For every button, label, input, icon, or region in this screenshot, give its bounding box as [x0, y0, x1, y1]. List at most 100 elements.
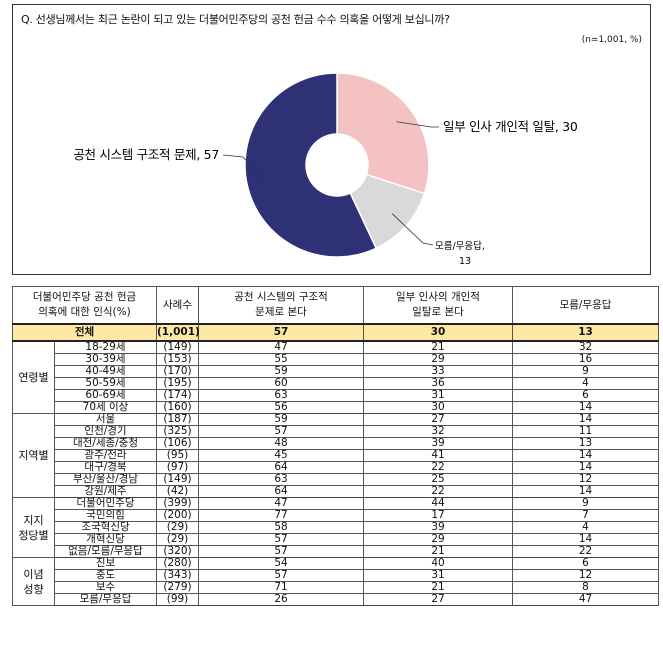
- table-row: 인천/경기 (325) 57 32 11: [13, 425, 659, 438]
- value-col1: 64: [198, 461, 364, 474]
- value-col2: 39: [363, 437, 513, 450]
- table-row: 60-69세 (174) 63 31 6: [13, 389, 659, 402]
- value-col1: 60: [198, 377, 364, 390]
- value-col1: 71: [198, 581, 364, 594]
- value-col3: 4: [512, 521, 659, 534]
- header-col1: 공천 시스템의 구조적 문제로 본다: [198, 286, 364, 325]
- table-row: 개혁신당 (29) 57 29 14: [13, 533, 659, 546]
- header-n: 사례수: [156, 286, 199, 325]
- value-col3: 7: [512, 509, 659, 522]
- value-col3: 6: [512, 389, 659, 402]
- value-col3: 12: [512, 569, 659, 582]
- value-col1: 63: [198, 473, 364, 486]
- table-row: 40-49세 (170) 59 33 9: [13, 365, 659, 378]
- value-col3: 8: [512, 581, 659, 594]
- header-group-line1: 더불어민주당 공천 헌금: [32, 291, 137, 303]
- value-col2: 32: [363, 425, 513, 438]
- leader-line-no-answer: [391, 213, 434, 246]
- value-col3: 14: [512, 449, 659, 462]
- group-label: 지지 정당별: [12, 497, 55, 558]
- value-col2: 21: [363, 545, 513, 558]
- value-col3: 11: [512, 425, 659, 438]
- table-row: 없음/모름/무응답 (320) 57 21 22: [13, 545, 659, 558]
- value-col3: 14: [512, 413, 659, 426]
- value-col2: 22: [363, 485, 513, 498]
- value-col3: 14: [512, 401, 659, 414]
- slice-label-no-answer-line1: 모름/무응답,: [435, 240, 485, 252]
- category-cell: 조국혁신당: [54, 521, 157, 534]
- value-col2: 33: [363, 365, 513, 378]
- n-cell: (149): [156, 340, 199, 354]
- n-cell: (97): [156, 461, 199, 474]
- leader-line-structural: [222, 154, 266, 182]
- value-col1: 55: [198, 353, 364, 366]
- n-cell: (106): [156, 437, 199, 450]
- n-cell: (29): [156, 533, 199, 546]
- value-col3: 9: [512, 497, 659, 510]
- table-row: 부산/울산/경남 (149) 63 25 12: [13, 473, 659, 486]
- value-col2: 41: [363, 449, 513, 462]
- header-col3: 모름/무응답: [512, 286, 659, 325]
- table-header-row: 더불어민주당 공천 헌금 의혹에 대한 인식(%) 사례수 공천 시스템의 구조…: [12, 286, 659, 325]
- n-cell: (160): [156, 401, 199, 414]
- category-cell: 보수: [54, 581, 157, 594]
- slice-personal-deviation: [336, 72, 430, 195]
- value-col1: 59: [198, 365, 364, 378]
- total-n: (1,001): [156, 323, 200, 342]
- n-cell: (187): [156, 413, 199, 426]
- value-col3: 4: [512, 377, 659, 390]
- total-row: 전체 (1,001) 57 30 13: [12, 323, 659, 342]
- table-row: 50-59세 (195) 60 36 4: [13, 377, 659, 390]
- category-cell: 30-39세: [54, 353, 157, 366]
- category-cell: 없음/모름/무응답: [54, 545, 157, 558]
- table-row: 보수 (279) 71 21 8: [13, 581, 659, 594]
- value-col2: 17: [363, 509, 513, 522]
- value-col2: 27: [363, 593, 513, 606]
- value-col1: 45: [198, 449, 364, 462]
- n-cell: (153): [156, 353, 199, 366]
- value-col1: 63: [198, 389, 364, 402]
- category-cell: 18-29세: [54, 340, 157, 354]
- group-label-line1: 연령별: [18, 371, 49, 384]
- category-cell: 40-49세: [54, 365, 157, 378]
- value-col2: 31: [363, 569, 513, 582]
- total-v1: 57: [198, 323, 364, 342]
- chart-panel: Q. 선생님께서는 최근 논란이 되고 있는 더불어민주당의 공천 헌금 수수 …: [12, 4, 651, 275]
- value-col1: 57: [198, 425, 364, 438]
- header-col2-line2: 일탈로 본다: [412, 306, 464, 318]
- n-cell: (149): [156, 473, 199, 486]
- category-cell: 70세 이상: [54, 401, 157, 414]
- category-cell: 광주/전라: [54, 449, 157, 462]
- value-col3: 14: [512, 485, 659, 498]
- n-cell: (343): [156, 569, 199, 582]
- total-v3: 13: [512, 323, 659, 342]
- category-cell: 모름/무응답: [54, 593, 157, 606]
- slice-label-personal: 일부 인사 개인적 일탈, 30: [443, 119, 578, 134]
- category-cell: 서울: [54, 413, 157, 426]
- category-cell: 대구/경북: [54, 461, 157, 474]
- n-cell: (174): [156, 389, 199, 402]
- value-col3: 22: [512, 545, 659, 558]
- table-row: 연령별 18-29세 (149) 47 21 32: [12, 340, 659, 414]
- group-label: 지역별: [12, 413, 55, 498]
- table-row: 지역별 서울 (187) 59 27 14: [12, 413, 659, 498]
- value-col2: 40: [363, 557, 513, 570]
- group-label-line1: 이념: [23, 567, 44, 581]
- value-col2: 31: [363, 389, 513, 402]
- value-col2: 29: [363, 353, 513, 366]
- n-cell: (195): [156, 377, 199, 390]
- header-group: 더불어민주당 공천 헌금 의혹에 대한 인식(%): [12, 286, 157, 325]
- value-col1: 47: [198, 497, 364, 510]
- category-cell: 국민의힘: [54, 509, 157, 522]
- table-row: 국민의힘 (200) 77 17 7: [13, 509, 659, 522]
- value-col1: 26: [198, 593, 364, 606]
- slice-label-no-answer-line2: 13: [459, 256, 471, 267]
- group-label-line1: 지지: [23, 513, 44, 527]
- value-col1: 56: [198, 401, 364, 414]
- table-row: 이념 성향 진보 (280) 54 40 6: [12, 557, 659, 606]
- n-cell: (95): [156, 449, 199, 462]
- value-col3: 6: [512, 557, 659, 570]
- n-cell: (279): [156, 581, 199, 594]
- header-group-line2: 의혹에 대한 인식(%): [38, 306, 131, 318]
- sample-size-note: (n=1,001, %): [581, 35, 642, 45]
